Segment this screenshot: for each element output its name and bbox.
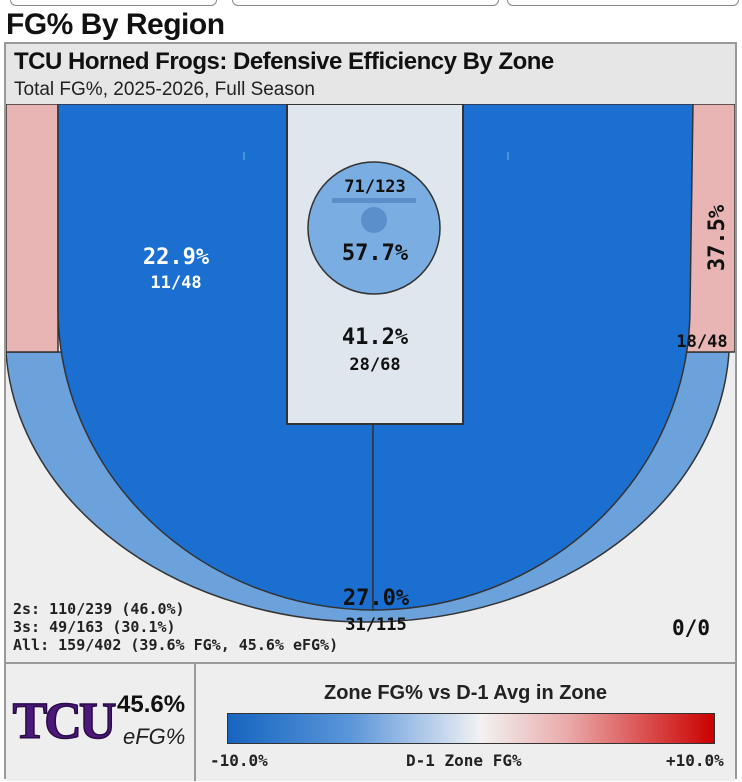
above-break-3-made-att-label: 31/115 [345,615,406,635]
tcu-logo-text: TCU [13,693,116,750]
tab-3[interactable] [507,0,739,6]
right-corner-3-pct-label: 37.5% [705,204,730,271]
backcourt-made-att-label: 0/0 [672,616,710,640]
efg-value: 45.6% [117,691,186,718]
left-midrange-made-att-label: 11/48 [150,273,201,293]
tab-1[interactable] [10,0,217,6]
legend-min-label: -10.0% [210,751,268,770]
legend-max-label: +10.0% [666,751,724,770]
chart-footer: TCU 45.6% eFG% Zone FG% vs D-1 Avg in Zo… [6,662,735,781]
threes-summary: 3s: 49/163 (30.1%) [13,618,176,636]
paint-pct-label: 41.2% [342,325,409,350]
page-title: FG% By Region [6,8,225,41]
twos-summary: 2s: 110/239 (46.0%) [13,600,185,618]
legend-title: Zone FG% vs D-1 Avg in Zone [324,682,607,704]
hoop [361,207,387,233]
paint-made-att-label: 28/68 [349,355,400,375]
efg-label: eFG% [123,724,186,749]
chart-subtitle: Total FG%, 2025-2026, Full Season [14,79,316,100]
legend-color-bar [227,713,715,744]
right-corner-3-made-att-label: 18/48 [676,332,727,352]
chart-title: TCU Horned Frogs: Defensive Efficiency B… [14,48,554,75]
chart-header: TCU Horned Frogs: Defensive Efficiency B… [6,44,735,104]
zone-left-corner-3[interactable] [6,104,59,353]
left-midrange-pct-label: 22.9% [143,245,210,270]
team-box: TCU 45.6% eFG% [6,664,196,781]
tcu-logo: TCU [12,692,116,751]
restricted-area-pct-label: 57.7% [342,241,409,266]
color-legend: Zone FG% vs D-1 Avg in Zone -10.0% D-1 Z… [196,664,735,781]
shot-zone-court: 22.9% 11/48 71/123 57.7% 41.2% 28/68 37.… [6,104,735,662]
tab-2[interactable] [232,0,499,6]
chart-card: TCU Horned Frogs: Defensive Efficiency B… [4,42,737,781]
backboard [332,198,416,203]
above-break-3-pct-label: 27.0% [343,586,410,611]
legend-mid-label: D-1 Zone FG% [406,751,522,770]
all-summary: All: 159/402 (39.6% FG%, 45.6% eFG%) [13,636,339,654]
restricted-area-made-att-label: 71/123 [344,177,405,197]
shooting-summary: 2s: 110/239 (46.0%) 3s: 49/163 (30.1%) A… [13,600,338,654]
